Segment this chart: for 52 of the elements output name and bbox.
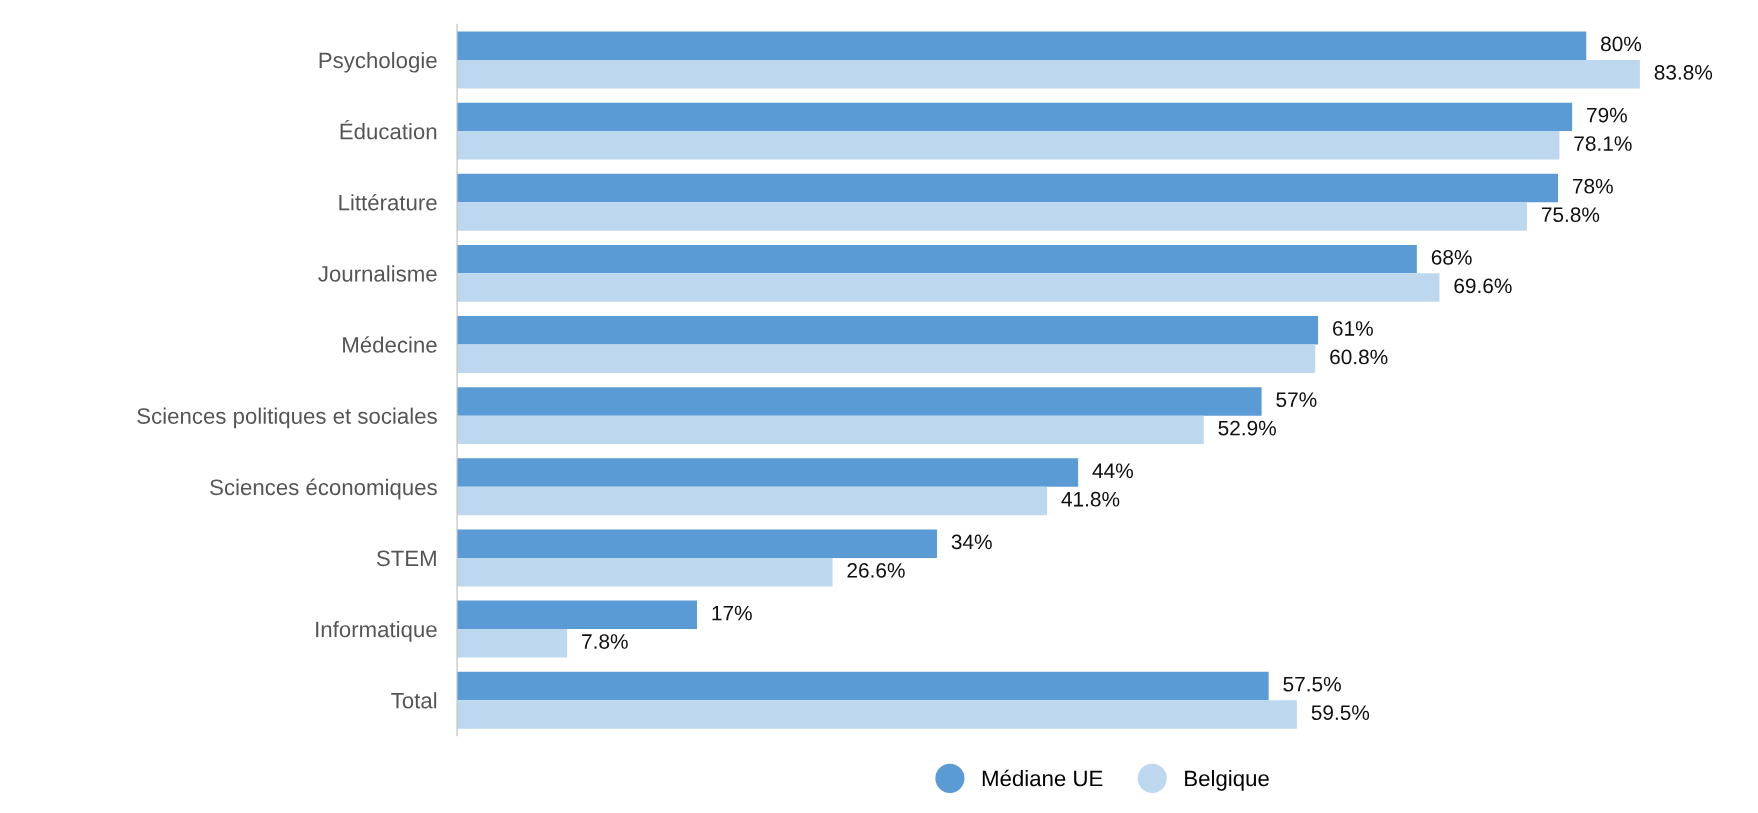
- bar: [457, 458, 1079, 487]
- bar: [457, 31, 1587, 60]
- bar: [457, 344, 1316, 373]
- y-tick-label: Journalisme: [318, 265, 437, 282]
- data-label: 7.8%: [582, 634, 628, 649]
- bar: [457, 600, 698, 630]
- data-label: 79%: [1587, 107, 1627, 123]
- y-tick-label: Éducation: [340, 119, 437, 140]
- data-label: 52.9%: [1218, 420, 1276, 436]
- bar: [457, 131, 1560, 160]
- bar: [457, 316, 1319, 345]
- data-label: 69.6%: [1454, 278, 1512, 294]
- y-tick-label: Médecine: [343, 336, 437, 353]
- data-label: 57.5%: [1283, 676, 1341, 692]
- bar: [457, 557, 833, 587]
- data-label: 61%: [1333, 321, 1373, 336]
- bar: [457, 486, 1048, 516]
- data-label: 83.8%: [1654, 65, 1713, 80]
- legend-label: Médiane UE: [982, 769, 1103, 787]
- bar: [457, 629, 568, 658]
- y-tick-label: Psychologie: [319, 51, 437, 73]
- bar: [457, 244, 1417, 274]
- bar: [457, 529, 937, 558]
- y-tick-label: Total: [391, 692, 437, 709]
- bar: [457, 202, 1527, 231]
- data-label: 26.6%: [847, 562, 905, 578]
- data-label: 60.8%: [1330, 349, 1388, 365]
- bar: [457, 671, 1269, 701]
- data-label: 68%: [1431, 249, 1472, 265]
- y-tick-label: Sciences politiques et sociales: [137, 407, 437, 429]
- data-label: 41.8%: [1061, 491, 1120, 507]
- bar: [457, 273, 1440, 302]
- data-label: 78%: [1572, 178, 1613, 194]
- bar: [457, 387, 1262, 416]
- bar: [457, 415, 1204, 445]
- bar: [457, 700, 1297, 729]
- data-label: 34%: [951, 534, 992, 550]
- data-label: 78.1%: [1574, 136, 1632, 151]
- y-tick-label: Sciences économiques: [210, 478, 437, 500]
- legend-label: Belgique: [1185, 769, 1269, 791]
- y-tick-label: Informatique: [316, 621, 437, 642]
- y-tick-label: STEM: [376, 550, 436, 567]
- data-label: 44%: [1092, 463, 1133, 479]
- data-label: 17%: [712, 605, 752, 621]
- data-label: 80%: [1601, 36, 1642, 52]
- bar: [457, 173, 1559, 203]
- data-label: 57%: [1276, 392, 1317, 408]
- bar: [457, 102, 1573, 132]
- bar: [457, 59, 1640, 89]
- data-label: 59.5%: [1311, 705, 1370, 721]
- y-tick-label: Littérature: [339, 193, 437, 211]
- data-label: 75.8%: [1541, 207, 1600, 223]
